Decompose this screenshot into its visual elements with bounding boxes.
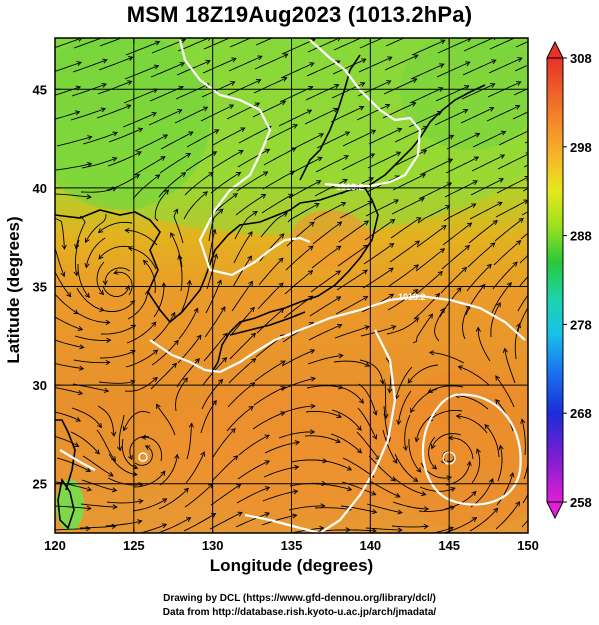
x-axis-label: Longitude (degrees): [209, 556, 374, 575]
x-tick-label: 120: [44, 538, 66, 553]
coastlines: [55, 54, 486, 530]
x-tick-label: 150: [517, 538, 539, 553]
colorbar-tick-label: 268: [570, 406, 592, 421]
x-tick-label: 125: [123, 538, 145, 553]
map-title: MSM 18Z19Aug2023 (1013.2hPa): [126, 2, 473, 27]
y-axis-ticks: 25 30 35 40 45: [33, 82, 61, 492]
credit-data: Data from http://database.rish.kyoto-u.a…: [162, 607, 437, 618]
x-axis-ticks: 120 125 130 135 140 145 150: [44, 38, 539, 553]
contour-label: 1013.2: [336, 182, 364, 192]
colorbar-tick-label: 298: [570, 140, 592, 155]
contour-label: 1013.2: [398, 292, 426, 302]
y-tick-label: 40: [33, 181, 47, 196]
y-tick-label: 30: [33, 378, 47, 393]
y-tick-label: 35: [33, 279, 47, 294]
y-tick-label: 45: [33, 82, 47, 97]
isobar-contours: [59, 39, 526, 533]
colorbar-lower-triangle: [546, 501, 564, 520]
y-tick-label: 25: [33, 477, 47, 492]
colorbar-body: [546, 57, 564, 503]
colorbar-tick-label: 258: [570, 495, 592, 510]
colorbar: 308 298 288 278 268 258: [546, 40, 592, 520]
colorbar-upper-triangle: [546, 40, 564, 59]
colorbar-tick-label: 308: [570, 51, 592, 66]
x-tick-label: 130: [202, 538, 224, 553]
colorbar-tick-label: 278: [570, 317, 592, 332]
x-tick-label: 145: [438, 538, 460, 553]
colorbar-tick-label: 288: [570, 229, 592, 244]
credit-drawing: Drawing by DCL (https://www.gfd-dennou.o…: [163, 593, 436, 604]
x-tick-label: 135: [281, 538, 303, 553]
lat-lon-grid: [55, 38, 528, 533]
x-tick-label: 140: [359, 538, 381, 553]
